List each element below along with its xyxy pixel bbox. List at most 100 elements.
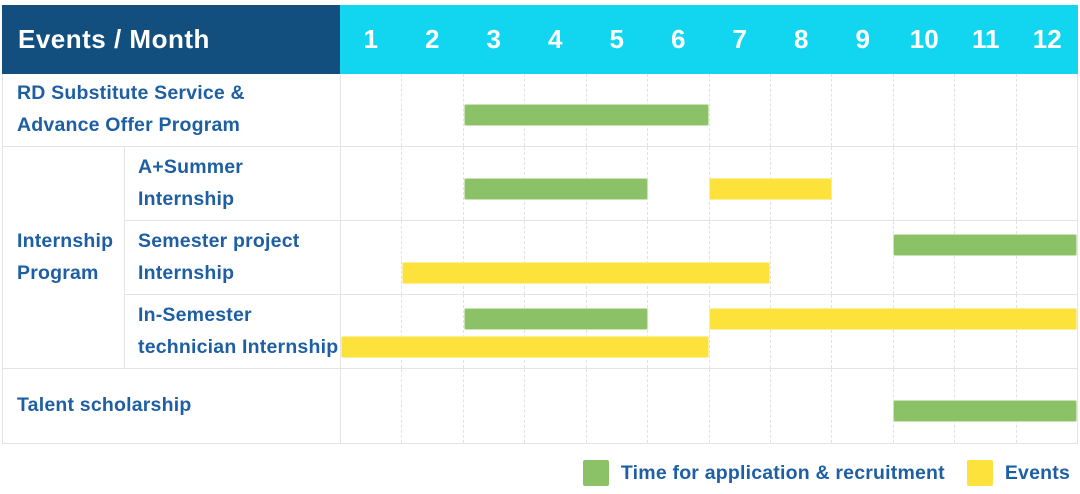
grid-column [708,221,770,294]
grid-column [401,74,462,146]
month-label: 4 [548,24,563,54]
group-rows: A+Summer Internship Semester project Intern… [125,147,1077,368]
grid-column [1015,295,1077,368]
grid-column [892,74,954,146]
label-line: Semester project [138,229,300,252]
grid-column [524,369,585,443]
grid-column [585,369,647,443]
table-row: Semester project Internship [125,221,1077,295]
grid-column [1015,221,1077,294]
header-row: Events / Month 1 2 3 4 5 6 7 8 9 10 11 12 [2,5,1078,74]
grid-column [892,221,954,294]
group-label: Internship Program [3,147,125,368]
grid-column [524,221,585,294]
table-row: RD Substitute Service & Advance Offer Pro… [3,74,1077,147]
yellow-bar [341,336,709,358]
month-label: 8 [794,24,809,54]
table-row: In-Semester technician Internship [125,295,1077,368]
label-line: technician Internship [138,335,339,358]
row-label: A+Summer Internship [125,147,341,220]
row-label: In-Semester technician Internship [125,295,341,368]
page-title: Events / Month [18,24,210,54]
month-label: 10 [909,24,939,54]
grid-column [892,295,954,368]
month-label: 9 [855,24,870,54]
label-line: Internship [17,229,114,252]
grid-column [647,295,708,368]
grid-column [954,147,1015,220]
green-bar [463,308,648,330]
label-line: Advance Offer Program [17,114,241,136]
grid-column [647,369,708,443]
grid-column [647,221,708,294]
month-header-row: 1 2 3 4 5 6 7 8 9 10 11 12 [340,5,1078,74]
label-line: In-Semester [138,303,252,326]
legend-label-events: Events [1004,461,1070,484]
green-swatch-icon [582,460,609,486]
label-line: Internship [138,187,235,210]
month-label: 5 [609,24,624,54]
green-bar [893,234,1077,256]
month-label: 1 [363,24,378,54]
yellow-swatch-icon [966,460,993,486]
grid-column [462,147,524,220]
yellow-bar [709,308,1077,330]
grid-column [831,74,892,146]
group-section: Internship Program A+Summer Internship Semes… [3,147,1077,369]
legend-label-application: Time for application & recruitment [620,461,945,484]
grid-column [401,147,462,220]
grid-column [708,295,770,368]
month-label: 12 [1032,24,1062,54]
grid-column [401,295,462,368]
row-label: Talent scholarship [3,369,341,443]
events-month-header-cell: Events / Month [2,5,340,74]
gantt-table: Events / Month 1 2 3 4 5 6 7 8 9 10 11 12 RD Substi… [2,5,1078,444]
month-label: 11 [972,24,1000,54]
grid-column [769,295,831,368]
grid-column [831,147,892,220]
grid-column [585,295,647,368]
grid-column [647,147,708,220]
grid-column [954,295,1015,368]
label-line: RD Substitute Service & [17,82,245,105]
legend-item-events: Events [966,460,1070,486]
label-line: Program [17,261,99,284]
month-label: 7 [732,24,747,54]
grid-column [1015,147,1077,220]
grid-column [341,221,401,294]
month-grid [341,147,1077,220]
grid-column [954,74,1015,146]
grid-column [769,369,831,443]
label-line: Talent scholarship [17,394,192,417]
grid-column [462,295,524,368]
month-label: 3 [486,24,501,54]
legend-item-application: Time for application & recruitment [582,460,945,486]
row-label: Semester project Internship [125,221,341,294]
grid-column [769,74,831,146]
grid-column [892,147,954,220]
grid-column [831,369,892,443]
yellow-bar [709,178,832,200]
grid-column [341,147,401,220]
table-row: A+Summer Internship [125,147,1077,221]
label-line: A+Summer [138,155,244,178]
grid-column [341,369,401,443]
grid-column [401,221,462,294]
grid-column [585,221,647,294]
grid-column [708,369,770,443]
grid-column [341,74,401,146]
grid-column [708,74,770,146]
month-grid [341,74,1077,146]
month-label: 6 [671,24,686,54]
grid-column [769,221,831,294]
gantt-body: RD Substitute Service & Advance Offer Pro… [2,74,1078,444]
grid-column [401,369,462,443]
grid-column [524,295,585,368]
grid-column [462,221,524,294]
grid-column [1015,74,1077,146]
month-label: 2 [425,24,440,54]
table-row: Talent scholarship [3,369,1077,443]
grid-column [462,74,524,146]
green-bar [893,400,1077,422]
